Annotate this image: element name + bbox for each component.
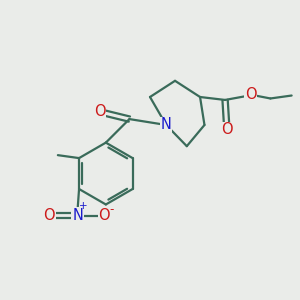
Text: O: O	[98, 208, 110, 223]
Text: N: N	[72, 208, 83, 223]
Text: O: O	[221, 122, 232, 137]
Text: O: O	[44, 208, 55, 223]
Text: +: +	[79, 201, 87, 211]
Text: N: N	[161, 118, 172, 133]
Text: -: -	[109, 202, 113, 215]
Text: O: O	[245, 87, 256, 102]
Text: O: O	[94, 104, 106, 119]
